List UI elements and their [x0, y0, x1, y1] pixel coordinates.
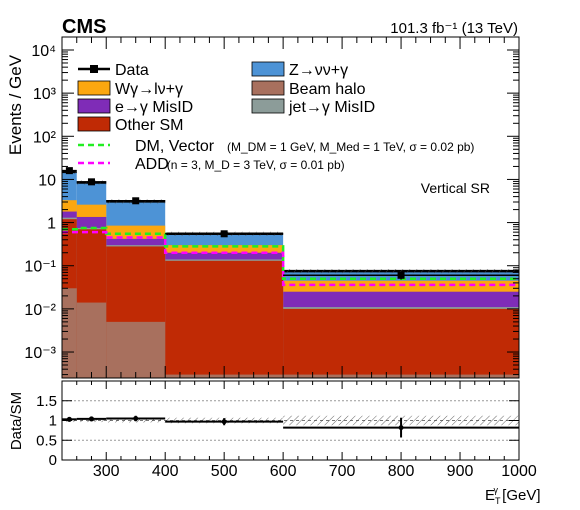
main-y-tick-label-8: 10⁴	[31, 43, 56, 60]
legend: Data Z→νν+γ Wγ→lν+γ Beam halo e→γ MisID jet→γ…	[77, 61, 474, 173]
legend-swatch-other-sm	[77, 116, 111, 132]
x-tick-label-1: 300	[93, 463, 120, 480]
main-y-tick-label-2: 10⁻²	[24, 302, 56, 319]
main-y-tick-label-4: 1	[47, 216, 56, 233]
ratio-point-2	[88, 416, 94, 422]
x-tick-label-6: 800	[388, 463, 415, 480]
ratio-y-axis-label: Data/SM	[8, 392, 25, 450]
region-label: Vertical SR	[421, 180, 490, 196]
ratio-y-tick-label-2: 0.5	[36, 432, 57, 449]
ratio-point-5	[398, 425, 404, 431]
lumi-label: 101.3 fb⁻¹ (13 TeV)	[390, 20, 518, 37]
legend-signal-params-add: (n = 3, M_D = 3 TeV, σ = 0.01 pb)	[167, 158, 345, 172]
data-point-4	[220, 230, 228, 238]
main-y-axis-label: Events / GeV	[6, 54, 25, 155]
x-tick-label-4: 600	[270, 463, 297, 480]
ratio-point-3	[133, 416, 139, 422]
main-plot-area: 10⁻³ 10⁻² 10⁻¹ 1 10 10² 10³ 10⁴	[24, 36, 520, 379]
ratio-y-tick-label-3: 1	[49, 413, 57, 430]
x-tick-label-3: 500	[211, 463, 238, 480]
x-tick-label-5: 700	[329, 463, 356, 480]
ratio-y-tick-label-1: 0	[49, 452, 57, 469]
main-y-tick-label-1: 10⁻³	[24, 345, 56, 362]
x-axis-label: ETγ [GeV]	[485, 485, 541, 506]
legend-swatch-jet-misid	[251, 98, 285, 114]
data-point-1	[65, 167, 73, 175]
legend-swatch-e-misid	[77, 98, 111, 114]
ratio-point-4	[221, 419, 227, 425]
legend-label-jet-misid: jet→γ MisID	[288, 99, 375, 116]
cms-label: CMS	[62, 16, 106, 38]
main-y-tick-label-6: 10²	[33, 129, 57, 146]
main-frame-border	[61, 36, 520, 379]
legend-label-beam-halo: Beam halo	[289, 81, 366, 98]
legend-swatch-w-l	[77, 80, 111, 96]
legend-data-marker	[90, 65, 98, 73]
legend-label-w-l: Wγ→lν+γ	[115, 81, 183, 98]
legend-swatch-z	[251, 61, 285, 77]
ratio-point-1	[66, 416, 72, 422]
legend-signal-label-add: ADD	[135, 156, 169, 173]
legend-label-e-misid: e→γ MisID	[115, 99, 193, 116]
legend-swatch-beam-halo	[251, 80, 285, 96]
x-tick-label-2: 400	[152, 463, 179, 480]
legend-label-data: Data	[115, 62, 149, 79]
legend-signal-params-dm-vector: (M_DM = 1 GeV, M_Med = 1 TeV, σ = 0.02 p…	[227, 140, 474, 154]
legend-label-other-sm: Other SM	[115, 117, 183, 134]
stack-bar-other-sm-bin-4	[165, 260, 284, 378]
main-y-tick-label-5: 10	[38, 172, 56, 189]
signal-line-dm-vector	[62, 226, 519, 280]
x-tick-label-8: 1000	[501, 463, 537, 480]
stack-bar-beam-halo-bin-3	[106, 321, 166, 378]
main-y-tick-label-7: 10³	[33, 86, 57, 103]
stack-bar-beam-halo-bin-2	[76, 302, 107, 378]
signal-line-add	[62, 230, 519, 287]
legend-label-z: Z→νν+γ	[289, 62, 348, 79]
uncertainty-band-bin-5	[283, 269, 519, 274]
data-point-2	[87, 178, 95, 186]
legend-signal-label-dm-vector: DM, Vector	[135, 138, 215, 155]
ratio-y-tick-label-4: 1.5	[36, 393, 57, 410]
data-point-3	[132, 197, 140, 205]
x-tick-label-7: 900	[447, 463, 474, 480]
ratio-plot-area: 0 0.5 1 1.5 300 400 500 600 700 800 900 1000	[36, 380, 537, 480]
data-point-5	[397, 271, 405, 279]
main-y-tick-label-3: 10⁻¹	[24, 259, 56, 276]
